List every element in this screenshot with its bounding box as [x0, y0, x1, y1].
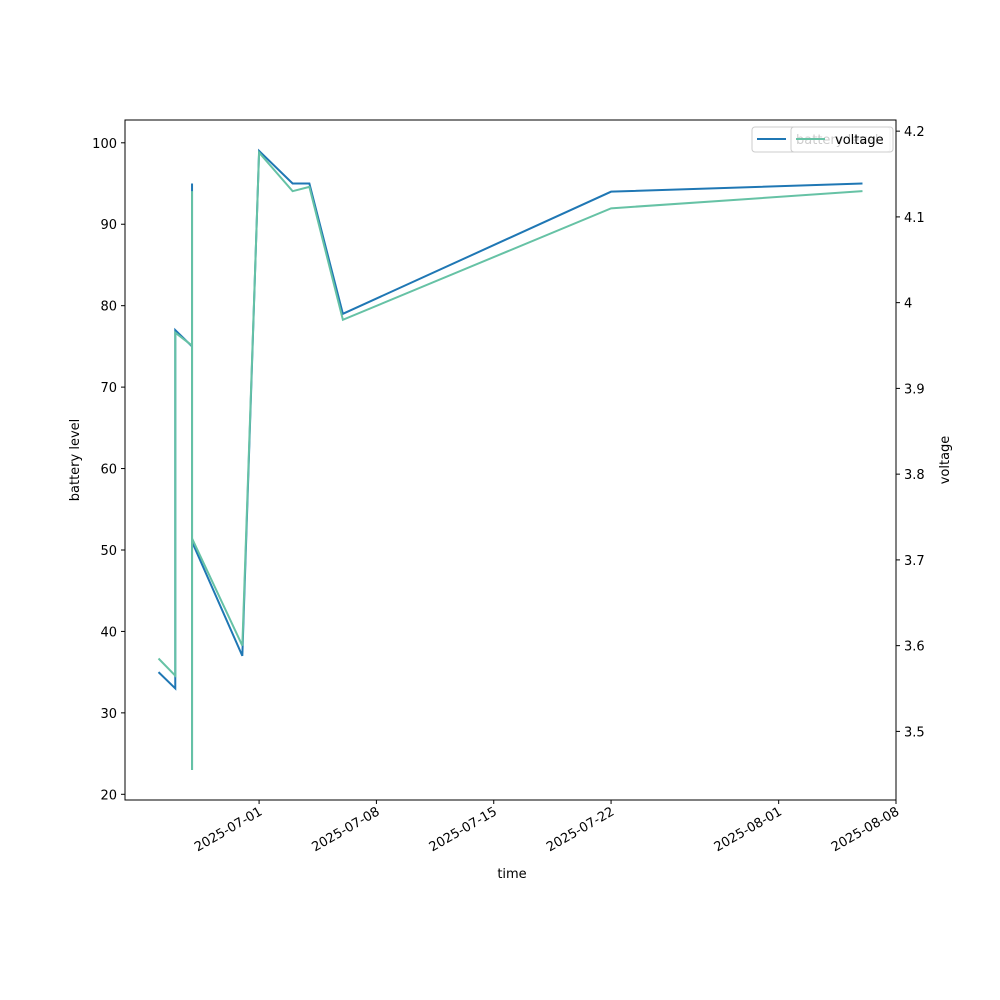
y2-tick-label: 3.5 [904, 725, 925, 740]
data-line [157, 148, 863, 770]
x-tick-label: 2025-08-01 [712, 804, 785, 855]
y2-tick-label: 4.1 [904, 211, 925, 226]
y-tick-label: 50 [100, 544, 117, 559]
y-axis-label: battery level [68, 419, 83, 502]
y-tick-label: 80 [100, 300, 117, 315]
y2-tick-label: 4.2 [904, 125, 925, 140]
plot-frame [124, 119, 897, 801]
x-tick-label: 2025-07-22 [544, 804, 617, 855]
y-tick-label: 20 [100, 788, 117, 803]
legend-box [790, 126, 894, 153]
y-tick-label: 30 [100, 707, 117, 722]
x-axis-label: time [497, 867, 526, 882]
y-tick-label: 90 [100, 218, 117, 233]
y-tick-label: 70 [100, 381, 117, 396]
y2-tick-label: 3.6 [904, 640, 925, 655]
x-tick-label: 2025-07-08 [309, 804, 382, 855]
y2-tick-label: 3.7 [904, 554, 925, 569]
legend-label: voltage [835, 133, 884, 148]
x-tick-label: 2025-07-01 [192, 804, 265, 855]
y-tick-label: 60 [100, 463, 117, 478]
x-tick-label: 2025-07-15 [427, 804, 500, 855]
y-tick-label: 100 [92, 137, 117, 152]
x-tick-label: 2025-08-08 [829, 804, 902, 855]
y2-tick-label: 4 [904, 297, 912, 312]
data-line [157, 150, 863, 770]
y2-axis-label: voltage [938, 436, 953, 485]
y-tick-label: 40 [100, 625, 117, 640]
y2-tick-label: 3.9 [904, 382, 925, 397]
y2-tick-label: 3.8 [904, 468, 925, 483]
